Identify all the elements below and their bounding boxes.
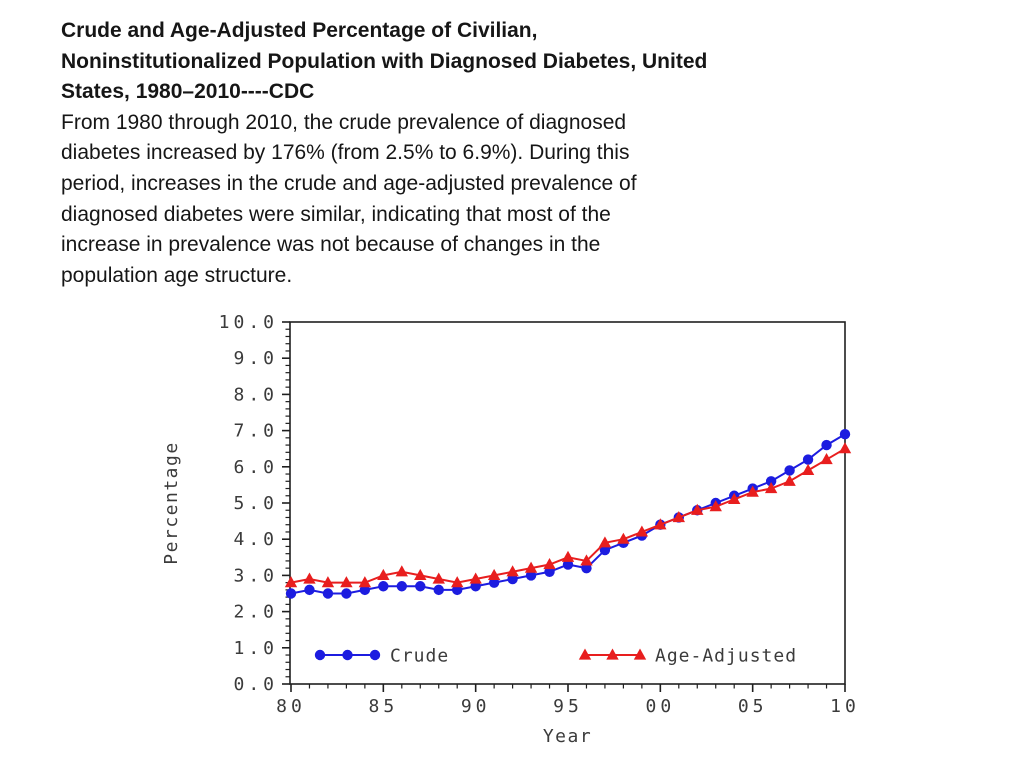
y-axis-title: Percentage bbox=[161, 441, 182, 564]
age-adjusted-marker bbox=[728, 492, 741, 504]
crude-marker bbox=[341, 588, 352, 599]
crude-marker bbox=[415, 581, 426, 592]
crude-marker bbox=[322, 588, 334, 599]
y-tick-label: 3.0 bbox=[233, 565, 278, 586]
y-tick-label: 10.0 bbox=[219, 312, 278, 333]
age-adjusted-marker bbox=[561, 550, 575, 562]
slide-body-line: diabetes increased by 176% (from 2.5% to… bbox=[61, 141, 630, 165]
legend-label: Crude bbox=[390, 646, 449, 667]
age-adjusted-marker bbox=[635, 525, 649, 537]
legend-triangle-marker bbox=[633, 648, 647, 660]
y-tick-label: 7.0 bbox=[233, 421, 278, 442]
legend-circle-marker bbox=[314, 649, 326, 661]
slide-body-line: period, increases in the crude and age-a… bbox=[61, 171, 637, 195]
age-adjusted-marker bbox=[506, 565, 519, 577]
crude-marker bbox=[839, 429, 851, 440]
age-adjusted-marker bbox=[801, 463, 815, 476]
x-axis-title: Year bbox=[543, 726, 592, 747]
age-adjusted-marker bbox=[691, 503, 704, 515]
age-adjusted-marker bbox=[580, 554, 593, 566]
y-tick-label: 1.0 bbox=[233, 638, 278, 659]
age-adjusted-marker bbox=[820, 453, 833, 465]
slide-text-block: Crude and Age-Adjusted Percentage of Civ… bbox=[61, 16, 781, 291]
age-adjusted-marker bbox=[598, 536, 612, 548]
age-adjusted-marker bbox=[414, 568, 427, 580]
crude-marker bbox=[821, 439, 832, 451]
age-adjusted-marker bbox=[543, 558, 556, 570]
crude-marker bbox=[396, 581, 407, 592]
x-tick-label: 90 bbox=[461, 696, 491, 717]
x-tick-label: 80 bbox=[276, 696, 306, 717]
legend-triangle-marker bbox=[606, 648, 619, 660]
age-adjusted-marker bbox=[358, 576, 372, 588]
crude-marker bbox=[581, 562, 592, 574]
crude-marker bbox=[525, 570, 537, 581]
slide-body-line: increase in prevalence was not because o… bbox=[61, 233, 601, 257]
chart-canvas: 0.0 1.0 2.0 3.0 4.0 5.0 6.0 7.0 8.0 9.0 10.0 80 85 90… bbox=[161, 312, 860, 747]
legend-triangle-marker bbox=[578, 648, 592, 660]
crude-marker bbox=[359, 584, 371, 596]
age-adjusted-marker bbox=[377, 568, 390, 580]
age-adjusted-marker bbox=[617, 532, 630, 544]
age-adjusted-marker bbox=[340, 576, 353, 588]
age-adjusted-marker bbox=[838, 442, 852, 454]
age-adjusted-marker bbox=[524, 561, 538, 573]
legend-circle-marker bbox=[342, 649, 353, 661]
age-adjusted-marker bbox=[395, 565, 408, 577]
y-tick-label: 5.0 bbox=[233, 493, 278, 514]
crude-marker bbox=[802, 454, 814, 465]
slide-title-line: Crude and Age-Adjusted Percentage of Civ… bbox=[61, 19, 538, 42]
crude-marker bbox=[470, 581, 481, 592]
crude-marker bbox=[599, 544, 611, 556]
crude-marker bbox=[765, 476, 777, 487]
age-adjusted-marker bbox=[487, 568, 501, 580]
y-tick-label: 4.0 bbox=[233, 529, 278, 550]
age-adjusted-marker bbox=[451, 576, 464, 588]
age-adjusted-marker bbox=[783, 474, 796, 486]
age-adjusted-marker bbox=[746, 485, 759, 497]
slide-title-line: States, 1980–2010----CDC bbox=[61, 80, 315, 104]
slide-body-line: From 1980 through 2010, the crude preval… bbox=[61, 110, 627, 134]
crude-marker bbox=[304, 584, 315, 596]
slide-title-line: Noninstitutionalized Population with Dia… bbox=[61, 49, 708, 73]
y-tick-label: 2.0 bbox=[233, 602, 278, 623]
slide-body-line: population age structure. bbox=[61, 263, 293, 287]
age-adjusted-marker bbox=[321, 576, 335, 588]
x-tick-label: 00 bbox=[645, 696, 675, 717]
x-tick-label: 85 bbox=[368, 696, 398, 717]
legend-label: Age-Adjusted bbox=[655, 646, 797, 667]
crude-marker bbox=[544, 566, 555, 577]
crude-marker bbox=[507, 573, 518, 585]
x-tick-label: 10 bbox=[830, 696, 860, 717]
x-tick-label: 95 bbox=[553, 696, 583, 717]
crude-marker bbox=[285, 588, 297, 599]
legend-circle-marker bbox=[369, 649, 381, 661]
x-tick-label: 05 bbox=[738, 696, 768, 717]
age-adjusted-marker bbox=[672, 510, 685, 523]
y-tick-label: 6.0 bbox=[233, 457, 278, 478]
age-adjusted-marker bbox=[469, 572, 482, 584]
slide-body-line: diagnosed diabetes were similar, indicat… bbox=[61, 202, 611, 226]
age-adjusted-marker bbox=[284, 576, 298, 588]
diabetes-prevalence-chart: 0.0 1.0 2.0 3.0 4.0 5.0 6.0 7.0 8.0 9.0 10.0 80 85 90… bbox=[150, 300, 890, 760]
age-adjusted-marker bbox=[654, 518, 667, 530]
y-tick-label: 9.0 bbox=[233, 348, 278, 369]
crude-marker bbox=[433, 584, 444, 596]
crude-marker bbox=[378, 581, 389, 592]
y-tick-label: 0.0 bbox=[233, 674, 278, 695]
age-adjusted-marker bbox=[432, 572, 445, 584]
crude-marker bbox=[452, 584, 463, 596]
y-tick-label: 8.0 bbox=[233, 384, 278, 405]
crude-marker bbox=[488, 577, 500, 588]
age-adjusted-marker bbox=[709, 500, 722, 512]
age-adjusted-marker bbox=[303, 572, 316, 584]
crude-marker bbox=[562, 559, 574, 570]
age-adjusted-marker bbox=[764, 482, 778, 494]
crude-marker bbox=[784, 465, 795, 476]
plot-frame bbox=[289, 321, 846, 685]
